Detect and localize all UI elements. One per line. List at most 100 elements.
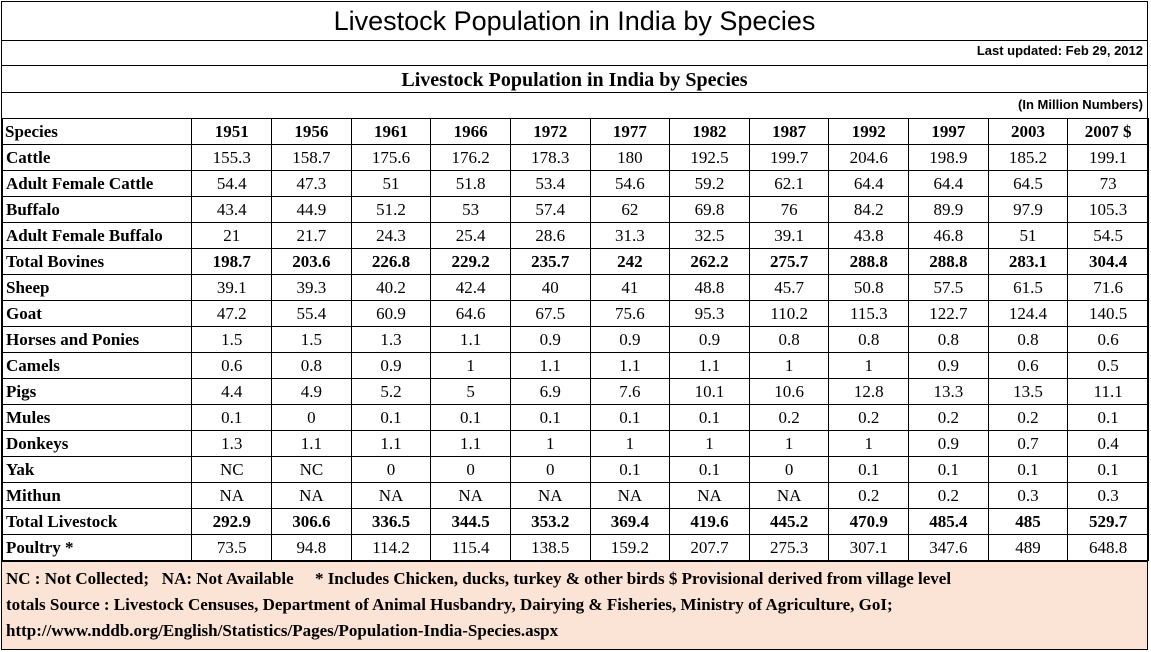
value-cell: 235.7 xyxy=(509,248,591,275)
value-cell: 0.8 xyxy=(271,352,352,379)
value-cell: 43.8 xyxy=(828,222,910,249)
column-header-year: 1972 xyxy=(509,118,591,145)
value-cell: 7.6 xyxy=(589,378,671,405)
last-updated: Last updated: Feb 29, 2012 xyxy=(2,41,1147,66)
value-cell: 0.9 xyxy=(669,326,750,353)
value-cell: 71.6 xyxy=(1067,274,1149,301)
value-cell: 75.6 xyxy=(589,300,671,327)
value-cell: 11.1 xyxy=(1067,378,1149,405)
value-cell: 353.2 xyxy=(509,508,591,535)
value-cell: 1 xyxy=(828,352,910,379)
livestock-table: Species 1951 1956 1961 1966 1972 1977 1982 1987 1… xyxy=(1,118,1149,561)
species-cell: Cattle xyxy=(1,144,193,171)
value-cell: 4.4 xyxy=(191,378,273,405)
value-cell: 54.6 xyxy=(589,170,671,197)
species-cell: Yak xyxy=(1,456,193,483)
value-cell: 207.7 xyxy=(669,534,750,561)
value-cell: 0.3 xyxy=(987,482,1069,509)
value-cell: 50.8 xyxy=(828,274,910,301)
value-cell: 13.3 xyxy=(908,378,989,405)
value-cell: 1 xyxy=(589,430,671,457)
value-cell: 67.5 xyxy=(509,300,591,327)
value-cell: 1.1 xyxy=(589,352,671,379)
value-cell: 307.1 xyxy=(828,534,910,561)
value-cell: 94.8 xyxy=(271,534,352,561)
value-cell: 0.8 xyxy=(908,326,989,353)
value-cell: 0.1 xyxy=(669,456,750,483)
value-cell: 59.2 xyxy=(669,170,750,197)
value-cell: 275.3 xyxy=(748,534,830,561)
value-cell: 28.6 xyxy=(509,222,591,249)
value-cell: 47.3 xyxy=(271,170,352,197)
value-cell: 0.7 xyxy=(987,430,1069,457)
footer-line-1: NC : Not Collected; NA: Not Available * … xyxy=(6,569,952,588)
value-cell: 40 xyxy=(509,274,591,301)
value-cell: 0.1 xyxy=(430,404,511,431)
value-cell: 0.1 xyxy=(1067,456,1149,483)
table-row: Sheep 39.1 39.3 40.2 42.4 40 41 48.8 45.7 50.8 57.… xyxy=(1,274,1149,301)
column-header-year: 1951 xyxy=(191,118,273,145)
value-cell: 1.1 xyxy=(669,352,750,379)
value-cell: 175.6 xyxy=(350,144,432,171)
species-cell: Poultry * xyxy=(1,534,193,561)
species-cell: Mules xyxy=(1,404,193,431)
value-cell: NA xyxy=(669,482,750,509)
value-cell: 1.1 xyxy=(271,430,352,457)
value-cell: 445.2 xyxy=(748,508,830,535)
value-cell: 45.7 xyxy=(748,274,830,301)
value-cell: 115.3 xyxy=(828,300,910,327)
value-cell: 0.2 xyxy=(987,404,1069,431)
value-cell: 0.6 xyxy=(987,352,1069,379)
value-cell: 46.8 xyxy=(908,222,989,249)
value-cell: 54.5 xyxy=(1067,222,1149,249)
value-cell: 51.2 xyxy=(350,196,432,223)
value-cell: 1 xyxy=(669,430,750,457)
value-cell: 0.1 xyxy=(669,404,750,431)
value-cell: 0.1 xyxy=(509,404,591,431)
value-cell: 64.4 xyxy=(908,170,989,197)
value-cell: 69.8 xyxy=(669,196,750,223)
value-cell: 198.9 xyxy=(908,144,989,171)
value-cell: 62.1 xyxy=(748,170,830,197)
footer-line-2: totals Source : Livestock Censuses, Depa… xyxy=(6,595,893,614)
value-cell: 57.4 xyxy=(509,196,591,223)
value-cell: 0.8 xyxy=(748,326,830,353)
value-cell: 0.1 xyxy=(589,456,671,483)
value-cell: 1.5 xyxy=(191,326,273,353)
value-cell: 41 xyxy=(589,274,671,301)
units-note: (In Million Numbers) xyxy=(1018,97,1143,112)
value-cell: 0.9 xyxy=(908,352,989,379)
value-cell: 110.2 xyxy=(748,300,830,327)
column-header-year: 1997 xyxy=(908,118,989,145)
value-cell: 25.4 xyxy=(430,222,511,249)
value-cell: 0.8 xyxy=(828,326,910,353)
value-cell: 0.9 xyxy=(509,326,591,353)
value-cell: 0.3 xyxy=(1067,482,1149,509)
value-cell: 53.4 xyxy=(509,170,591,197)
table-row: Poultry * 73.5 94.8 114.2 115.4 138.5 159.2 207… xyxy=(1,534,1149,561)
value-cell: NC xyxy=(271,456,352,483)
column-header-year: 1961 xyxy=(350,118,432,145)
value-cell: 73 xyxy=(1067,170,1149,197)
value-cell: 0.1 xyxy=(828,456,910,483)
value-cell: 105.3 xyxy=(1067,196,1149,223)
value-cell: 97.9 xyxy=(987,196,1069,223)
value-cell: 288.8 xyxy=(828,248,910,275)
species-cell: Buffalo xyxy=(1,196,193,223)
value-cell: 0.2 xyxy=(908,404,989,431)
table-row: Adult Female Buffalo 21 21.7 24.3 25.4 28.6 31… xyxy=(1,222,1149,249)
value-cell: 1.3 xyxy=(350,326,432,353)
value-cell: 60.9 xyxy=(350,300,432,327)
table-row: Goat 47.2 55.4 60.9 64.6 67.5 75.6 95.3 110.2 115… xyxy=(1,300,1149,327)
value-cell: NA xyxy=(748,482,830,509)
page-title: Livestock Population in India by Species xyxy=(2,2,1147,41)
value-cell: 5 xyxy=(430,378,511,405)
value-cell: 24.3 xyxy=(350,222,432,249)
table-row: Adult Female Cattle 54.4 47.3 51 51.8 53.4 54.… xyxy=(1,170,1149,197)
value-cell: 51.8 xyxy=(430,170,511,197)
value-cell: 185.2 xyxy=(987,144,1069,171)
value-cell: 529.7 xyxy=(1067,508,1149,535)
value-cell: 0.1 xyxy=(987,456,1069,483)
value-cell: 114.2 xyxy=(350,534,432,561)
value-cell: 485.4 xyxy=(908,508,989,535)
